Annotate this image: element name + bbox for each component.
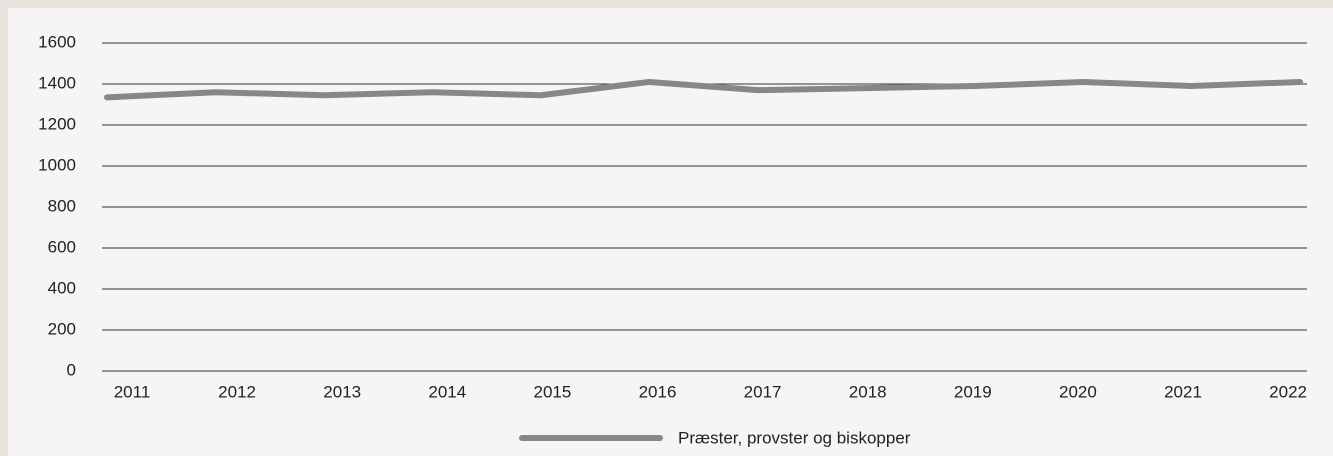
x-tick-label: 2016: [639, 382, 677, 401]
x-tick-label: 2015: [533, 382, 571, 401]
y-tick-label: 200: [48, 319, 76, 338]
y-tick-label: 400: [48, 278, 76, 297]
legend-label: Præster, provster og biskopper: [678, 428, 911, 447]
x-tick-label: 2018: [849, 382, 887, 401]
y-tick-label: 1600: [38, 32, 76, 51]
data-line: [104, 78, 1303, 101]
y-tick-label: 0: [67, 360, 76, 379]
y-tick-label: 1000: [38, 155, 76, 174]
x-tick-label: 2022: [1269, 382, 1307, 401]
x-tick-label: 2012: [218, 382, 256, 401]
y-tick-label: 1200: [38, 114, 76, 133]
x-tick-label: 2019: [954, 382, 992, 401]
x-tick-label: 2021: [1164, 382, 1202, 401]
x-tick-label: 2011: [114, 382, 151, 401]
y-tick-label: 600: [48, 237, 76, 256]
x-tick-label: 2020: [1059, 382, 1097, 401]
y-tick-label: 1400: [38, 73, 76, 92]
y-tick-label: 800: [48, 196, 76, 215]
x-tick-label: 2013: [323, 382, 361, 401]
x-tick-label: 2014: [428, 382, 466, 401]
x-tick-label: 2017: [744, 382, 782, 401]
